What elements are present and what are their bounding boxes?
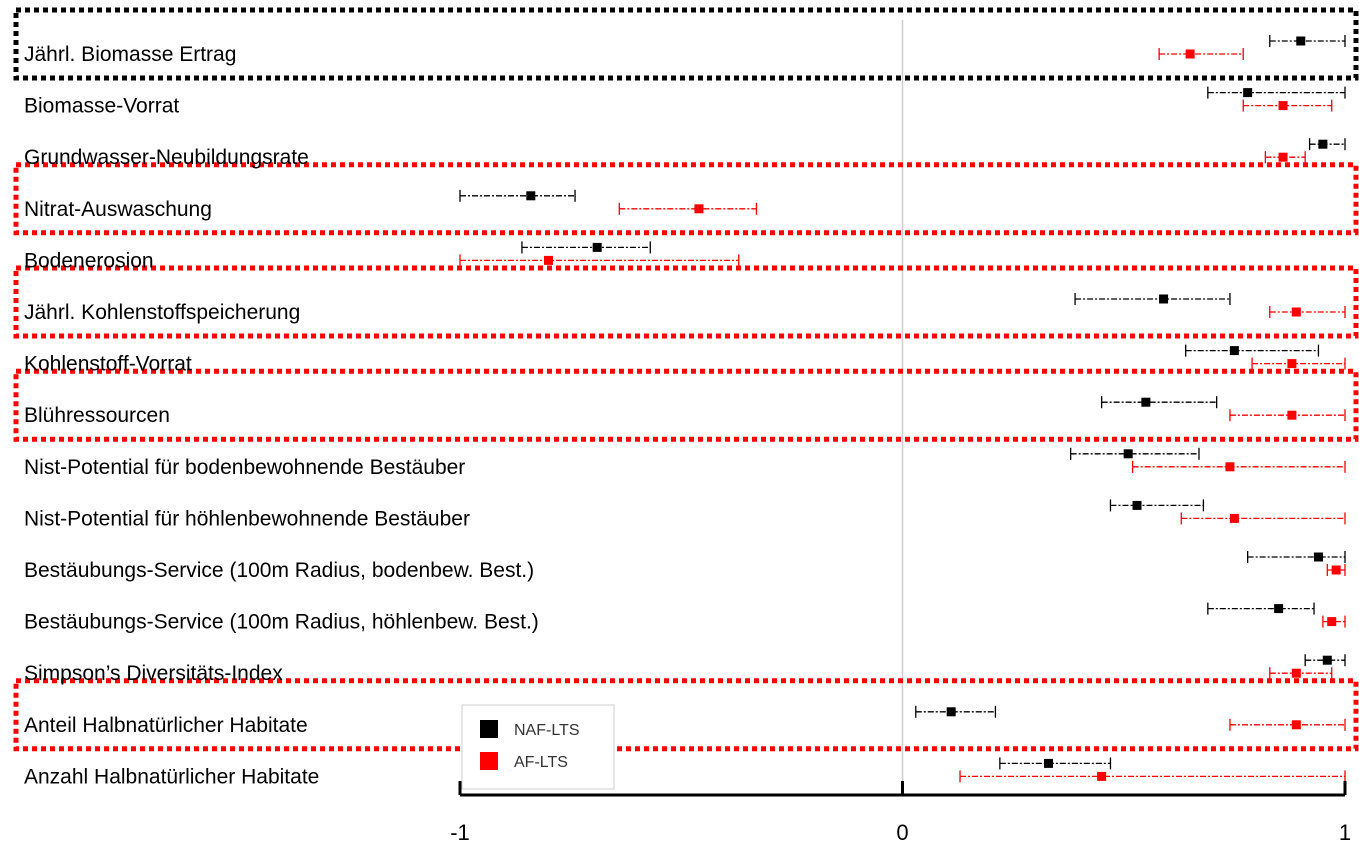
data-point [1318, 139, 1328, 149]
highlight-box-0 [13, 7, 1359, 81]
data-point [1291, 720, 1301, 730]
data-point [1278, 101, 1288, 111]
data-point [1243, 88, 1253, 98]
data-point [1287, 410, 1297, 420]
data-point [1322, 655, 1332, 665]
category-label: Grundwasser-Neubildungsrate [24, 146, 309, 169]
data-point [1331, 565, 1341, 575]
data-point [1097, 771, 1107, 781]
category-label: Nitrat-Auswaschung [24, 198, 212, 221]
data-point [1327, 617, 1337, 627]
category-label: Jährl. Kohlenstoffspeicherung [24, 301, 300, 324]
data-point [1291, 668, 1301, 678]
category-label: Bestäubungs-Service (100m Radius, höhlen… [24, 611, 539, 634]
category-label: Kohlenstoff-Vorrat [24, 353, 192, 376]
data-point [1287, 359, 1297, 369]
highlight-box-2 [13, 265, 1359, 339]
highlight-box-4 [13, 678, 1359, 752]
series-layer [459, 35, 1346, 783]
x-axis: -1 0 1 [450, 781, 1351, 845]
category-label: Anteil Halbnatürlicher Habitate [24, 714, 308, 737]
category-label: Nist-Potential für bodenbewohnende Bestä… [24, 456, 465, 479]
data-point [1141, 397, 1151, 407]
category-label: Biomasse-Vorrat [24, 95, 179, 118]
data-point [1274, 604, 1284, 614]
data-point [1225, 462, 1235, 472]
data-point [1313, 552, 1323, 562]
data-point [592, 242, 602, 252]
x-tick-label: 0 [896, 820, 908, 845]
category-label: Blühressourcen [24, 404, 170, 427]
data-point [1132, 500, 1142, 510]
legend-frame [461, 704, 615, 790]
category-labels: Jährl. Biomasse Ertrag Biomasse-Vorrat Gru… [24, 43, 539, 788]
category-label: Anzahl Halbnatürlicher Habitate [24, 765, 319, 788]
data-point [694, 204, 704, 214]
data-point [544, 255, 553, 265]
data-point [1296, 36, 1306, 46]
data-point [1185, 49, 1195, 59]
category-label: Simpson’s Diversitäts-Index [24, 662, 283, 685]
category-label: Bodenerosion [24, 249, 154, 272]
legend-label: NAF-LTS [514, 722, 579, 739]
legend-swatch [480, 752, 498, 770]
data-point [1159, 294, 1169, 304]
highlight-box-3 [13, 368, 1359, 442]
data-point [1123, 449, 1133, 459]
data-point [1044, 758, 1054, 768]
legend-label: AF-LTS [514, 754, 568, 771]
data-point [1291, 307, 1301, 317]
data-point [1229, 513, 1239, 523]
legend: NAF-LTS AF-LTS [461, 704, 615, 790]
legend-swatch [480, 720, 498, 738]
category-label: Bestäubungs-Service (100m Radius, bodenb… [24, 559, 534, 582]
category-label: Jährl. Biomasse Ertrag [24, 43, 236, 66]
x-tick-label: 1 [1339, 820, 1351, 845]
data-point [1278, 152, 1288, 162]
data-point [526, 191, 536, 201]
x-tick-label: -1 [450, 820, 470, 845]
data-point [1229, 346, 1239, 356]
data-point [946, 707, 956, 717]
category-label: Nist-Potential für höhlenbewohnende Best… [24, 507, 470, 530]
highlight-boxes [13, 7, 1359, 752]
highlight-box-1 [13, 162, 1359, 236]
